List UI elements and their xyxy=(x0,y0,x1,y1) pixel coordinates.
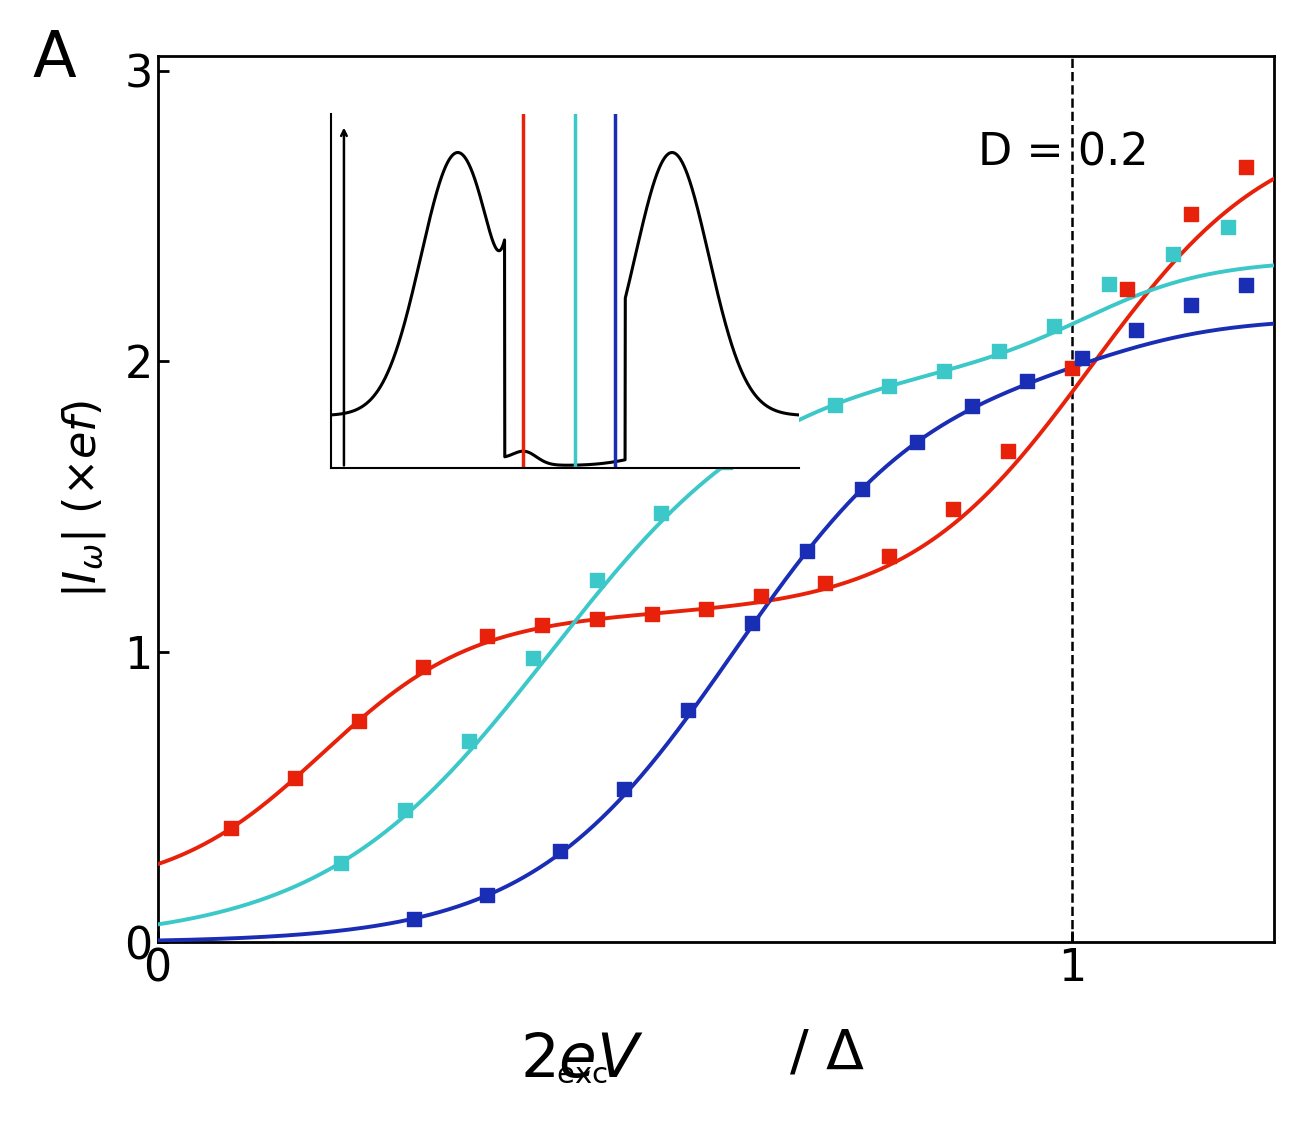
Point xyxy=(477,627,498,645)
Point xyxy=(523,649,544,666)
Point xyxy=(878,548,899,565)
Point xyxy=(1217,218,1238,236)
Point xyxy=(878,377,899,395)
Point xyxy=(1062,359,1083,377)
Point xyxy=(714,453,735,471)
Point xyxy=(769,421,790,439)
Point xyxy=(815,574,836,592)
Text: A: A xyxy=(33,28,76,90)
Point xyxy=(934,362,955,380)
Point xyxy=(477,886,498,904)
Point xyxy=(943,500,964,518)
Point xyxy=(458,732,479,749)
Point xyxy=(1236,158,1257,176)
Point xyxy=(641,605,662,623)
Point xyxy=(1016,373,1037,390)
Text: D = 0.2: D = 0.2 xyxy=(978,131,1149,174)
Point xyxy=(678,701,699,719)
Point xyxy=(998,442,1019,460)
Point xyxy=(1236,276,1257,294)
Point xyxy=(751,587,772,605)
Point xyxy=(650,505,671,523)
Point xyxy=(1125,321,1146,339)
Point xyxy=(348,711,369,729)
Point xyxy=(532,616,553,634)
Point xyxy=(989,342,1010,360)
Point xyxy=(961,397,982,415)
Point xyxy=(330,854,351,872)
Point xyxy=(851,480,872,498)
Point xyxy=(285,770,306,788)
Point xyxy=(550,842,571,859)
Point xyxy=(1180,296,1201,314)
Point xyxy=(221,819,242,837)
Point xyxy=(412,657,433,675)
Point xyxy=(1117,280,1138,298)
Point xyxy=(394,801,415,819)
Point xyxy=(586,571,607,589)
Y-axis label: $|I_\omega|\ (\times ef)$: $|I_\omega|\ (\times ef)$ xyxy=(59,401,108,598)
Point xyxy=(403,910,424,928)
Point xyxy=(1071,349,1092,367)
Point xyxy=(1162,245,1183,263)
Point xyxy=(613,780,634,798)
Text: / $\Delta$: / $\Delta$ xyxy=(789,1027,865,1080)
Point xyxy=(742,614,763,632)
Point xyxy=(1099,275,1120,293)
Point xyxy=(696,599,717,617)
Point xyxy=(1180,205,1201,223)
Point xyxy=(1044,318,1065,335)
Text: $2eV$: $2eV$ xyxy=(520,1031,643,1091)
Point xyxy=(797,542,818,560)
Text: $_{\rm exc}$: $_{\rm exc}$ xyxy=(555,1045,608,1086)
Point xyxy=(586,610,607,628)
Point xyxy=(906,433,927,451)
Point xyxy=(825,396,846,414)
